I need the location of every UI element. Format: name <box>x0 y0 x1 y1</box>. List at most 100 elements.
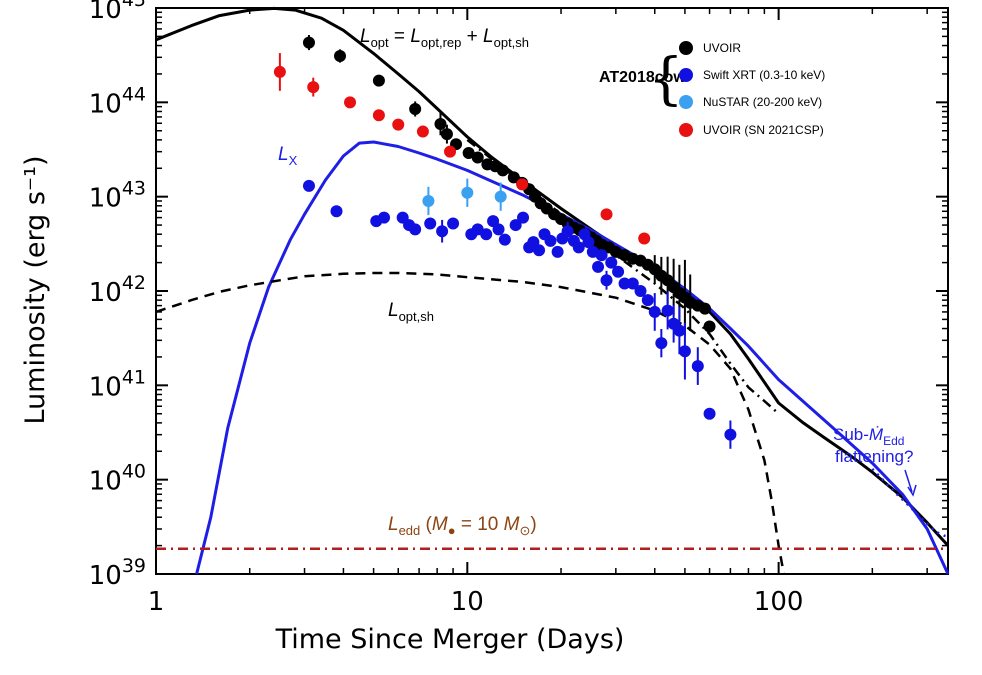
point-nustar-20-200-kev- <box>494 190 507 203</box>
point-swift-xrt-0-3-10-kev- <box>595 249 608 262</box>
point-swift-xrt-0-3-10-kev- <box>655 337 668 350</box>
y-tick-label: 1040 <box>89 461 146 497</box>
lx-label: LX <box>278 144 298 168</box>
legend-group-label: AT2018cow <box>599 69 686 86</box>
y-tick-label: 1039 <box>89 555 146 591</box>
y-tick-label: 1043 <box>89 178 146 214</box>
point-uvoir-sn-2021csp- <box>392 118 405 131</box>
point-swift-xrt-0-3-10-kev- <box>618 277 631 290</box>
point-swift-xrt-0-3-10-kev- <box>703 407 716 420</box>
point-uvoir-sn-2021csp- <box>273 65 286 78</box>
flattening-arrowhead <box>907 484 917 497</box>
point-swift-xrt-0-3-10-kev- <box>605 256 618 269</box>
point-swift-xrt-0-3-10-kev- <box>634 285 647 297</box>
point-uvoir-sn-2021csp- <box>638 232 651 245</box>
legend-label: Swift XRT (0.3-10 keV) <box>703 68 825 82</box>
point-swift-xrt-0-3-10-kev- <box>498 233 511 246</box>
y-tick-label: 1042 <box>89 272 146 308</box>
legend-label: NuSTAR (20-200 keV) <box>703 95 822 109</box>
point-swift-xrt-0-3-10-kev- <box>480 228 493 241</box>
point-swift-xrt-0-3-10-kev- <box>544 234 557 247</box>
point-swift-xrt-0-3-10-kev- <box>641 294 654 307</box>
point-uvoir <box>409 102 422 115</box>
sub-medd-label: Sub-ṀEdd <box>833 425 904 448</box>
point-uvoir-sn-2021csp- <box>372 109 385 122</box>
ledd-label: Ledd (M● = 10 M⊙) <box>388 514 537 538</box>
curve-sub-m-edd-flattening <box>871 468 949 538</box>
legend-marker <box>679 41 693 55</box>
model-curves <box>155 6 950 575</box>
y-tick-label: 1045 <box>89 0 146 25</box>
point-nustar-20-200-kev- <box>422 194 435 207</box>
lopt-sh-label: Lopt,sh <box>388 300 434 324</box>
point-uvoir <box>440 128 453 141</box>
y-axis-title: Luminosity (erg s⁻¹) <box>20 156 51 425</box>
legend-marker <box>679 123 693 137</box>
point-uvoir-sn-2021csp- <box>307 81 320 94</box>
point-uvoir <box>372 74 385 87</box>
point-uvoir-sn-2021csp- <box>444 145 457 158</box>
point-uvoir-sn-2021csp- <box>344 96 357 109</box>
point-swift-xrt-0-3-10-kev- <box>678 345 691 358</box>
point-swift-xrt-0-3-10-kev- <box>600 274 613 287</box>
point-swift-xrt-0-3-10-kev- <box>612 265 625 278</box>
point-swift-xrt-0-3-10-kev- <box>673 324 686 337</box>
point-swift-xrt-0-3-10-kev- <box>582 236 595 249</box>
point-swift-xrt-0-3-10-kev- <box>436 225 449 238</box>
point-swift-xrt-0-3-10-kev- <box>378 211 391 224</box>
x-axis-title: Time Since Merger (Days) <box>275 624 625 655</box>
axis-ticks: 1 10 100 1039 1040 1041 1042 1043 1044 1045 <box>89 0 948 617</box>
plot-frame <box>155 7 949 575</box>
curve-l-x <box>195 140 950 575</box>
point-swift-xrt-0-3-10-kev- <box>661 304 674 317</box>
y-tick-label: 1044 <box>89 83 146 119</box>
point-swift-xrt-0-3-10-kev- <box>561 225 574 238</box>
point-swift-xrt-0-3-10-kev- <box>447 217 460 230</box>
point-swift-xrt-0-3-10-kev- <box>626 277 639 290</box>
point-uvoir <box>334 49 347 62</box>
lopt-total-label: Lopt = Lopt,rep + Lopt,sh <box>360 26 529 50</box>
point-uvoir <box>471 151 484 164</box>
point-swift-xrt-0-3-10-kev- <box>572 241 585 254</box>
point-uvoir <box>462 147 475 160</box>
point-uvoir-sn-2021csp- <box>416 125 429 138</box>
point-swift-xrt-0-3-10-kev- <box>492 223 505 236</box>
x-tick-label: 1 <box>148 587 165 617</box>
curve-l-opt-sh <box>155 271 786 575</box>
x-tick-label: 100 <box>754 587 804 617</box>
legend-brace: { <box>648 47 684 112</box>
legend-marker <box>679 68 693 82</box>
point-swift-xrt-0-3-10-kev- <box>424 217 437 230</box>
y-tick-label: 1041 <box>89 366 146 402</box>
point-swift-xrt-0-3-10-kev- <box>691 360 704 373</box>
legend-label: UVOIR (SN 2021CSP) <box>703 123 824 137</box>
point-swift-xrt-0-3-10-kev- <box>724 428 737 441</box>
data-points <box>273 35 737 449</box>
legend-entries: UVOIR Swift XRT (0.3-10 keV) NuSTAR (20-20… <box>679 41 825 137</box>
point-uvoir-sn-2021csp- <box>516 178 529 191</box>
point-uvoir <box>434 117 447 130</box>
flattening-label: flattening? <box>835 447 913 466</box>
flattening-arrow <box>904 469 913 493</box>
point-swift-xrt-0-3-10-kev- <box>551 245 564 258</box>
legend-marker <box>679 95 693 109</box>
point-swift-xrt-0-3-10-kev- <box>517 211 530 224</box>
point-uvoir <box>698 302 711 315</box>
legend-label: UVOIR <box>703 41 741 55</box>
point-swift-xrt-0-3-10-kev- <box>302 179 315 192</box>
point-swift-xrt-0-3-10-kev- <box>509 219 522 232</box>
curve-l-opt <box>155 6 950 547</box>
point-swift-xrt-0-3-10-kev- <box>533 244 546 257</box>
point-uvoir-sn-2021csp- <box>600 208 613 221</box>
point-uvoir <box>302 36 315 49</box>
legend: AT2018cow { UVOIR Swift XRT (0.3-10 keV) N… <box>599 41 825 137</box>
point-nustar-20-200-kev- <box>461 186 474 199</box>
point-swift-xrt-0-3-10-kev- <box>330 205 343 218</box>
point-uvoir <box>496 164 509 177</box>
x-tick-label: 10 <box>451 587 484 617</box>
point-swift-xrt-0-3-10-kev- <box>409 223 422 236</box>
point-swift-xrt-0-3-10-kev- <box>592 260 605 273</box>
point-uvoir <box>703 320 716 333</box>
point-swift-xrt-0-3-10-kev- <box>648 305 661 318</box>
